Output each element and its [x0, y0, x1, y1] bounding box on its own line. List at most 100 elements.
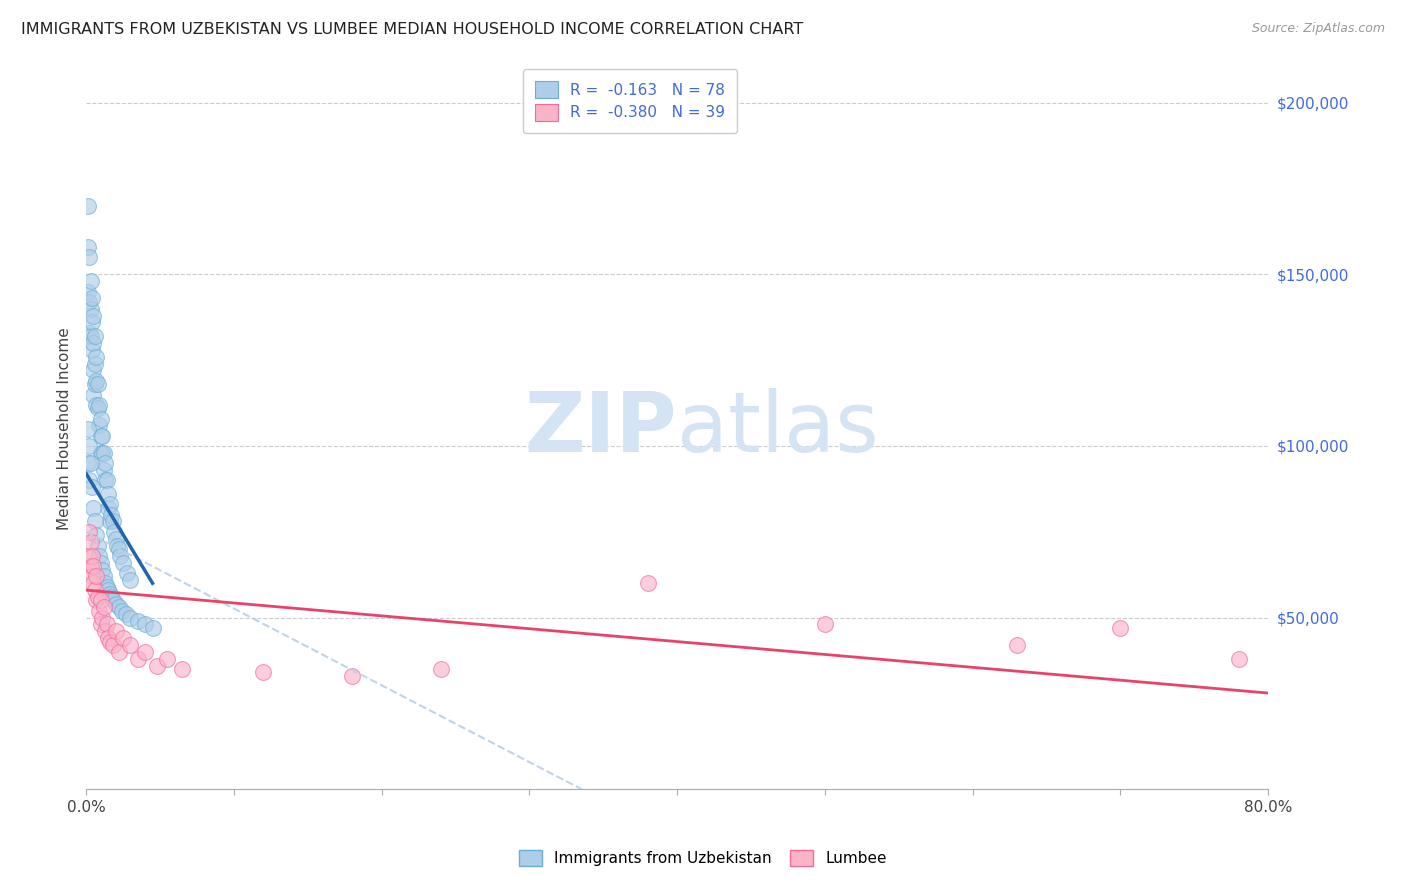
- Point: [79, 329, 101, 343]
- Point: [80, 480, 103, 494]
- Point: [146, 658, 169, 673]
- Y-axis label: Median Household Income: Median Household Income: [58, 327, 72, 530]
- Point: [98, 515, 121, 529]
- Legend: R =  -0.163   N = 78, R =  -0.380   N = 39: R = -0.163 N = 78, R = -0.380 N = 39: [523, 69, 737, 133]
- Point: [79, 559, 101, 574]
- Point: [429, 662, 451, 676]
- Point: [105, 539, 128, 553]
- Point: [93, 600, 115, 615]
- Point: [80, 315, 103, 329]
- Point: [156, 652, 179, 666]
- Point: [252, 665, 274, 680]
- Point: [98, 634, 121, 648]
- Text: ZIP: ZIP: [524, 388, 678, 469]
- Point: [100, 590, 122, 604]
- Point: [172, 662, 194, 676]
- Point: [87, 377, 110, 392]
- Point: [90, 446, 112, 460]
- Point: [89, 418, 111, 433]
- Point: [90, 556, 112, 570]
- Point: [107, 645, 129, 659]
- Point: [97, 500, 120, 515]
- Point: [107, 600, 129, 615]
- Point: [96, 473, 118, 487]
- Point: [1005, 638, 1028, 652]
- Point: [79, 456, 101, 470]
- Point: [82, 309, 104, 323]
- Point: [82, 363, 104, 377]
- Point: [84, 329, 107, 343]
- Point: [91, 428, 114, 442]
- Point: [93, 569, 115, 583]
- Point: [82, 387, 104, 401]
- Point: [77, 326, 100, 340]
- Point: [94, 456, 117, 470]
- Point: [77, 250, 100, 264]
- Point: [97, 631, 120, 645]
- Point: [82, 500, 104, 515]
- Point: [94, 624, 117, 639]
- Point: [107, 541, 129, 556]
- Point: [80, 569, 103, 583]
- Point: [115, 607, 138, 621]
- Point: [104, 624, 127, 639]
- Point: [98, 497, 121, 511]
- Point: [76, 240, 98, 254]
- Point: [77, 524, 100, 539]
- Point: [117, 566, 139, 580]
- Point: [86, 398, 108, 412]
- Point: [87, 590, 110, 604]
- Point: [91, 610, 114, 624]
- Point: [77, 473, 100, 487]
- Point: [80, 343, 103, 357]
- Point: [76, 199, 98, 213]
- Point: [87, 401, 110, 416]
- Point: [91, 562, 114, 576]
- Point: [77, 294, 100, 309]
- Point: [76, 285, 98, 299]
- Point: [76, 549, 98, 563]
- Point: [103, 524, 125, 539]
- Point: [814, 617, 837, 632]
- Point: [108, 549, 131, 563]
- Point: [86, 350, 108, 364]
- Point: [89, 549, 111, 563]
- Point: [79, 535, 101, 549]
- Point: [93, 463, 115, 477]
- Point: [134, 645, 156, 659]
- Point: [87, 539, 110, 553]
- Point: [84, 357, 107, 371]
- Point: [96, 617, 118, 632]
- Point: [79, 301, 101, 316]
- Point: [127, 614, 149, 628]
- Point: [97, 487, 120, 501]
- Point: [104, 597, 127, 611]
- Point: [104, 532, 127, 546]
- Point: [76, 422, 98, 436]
- Point: [89, 604, 111, 618]
- Point: [120, 573, 142, 587]
- Text: Source: ZipAtlas.com: Source: ZipAtlas.com: [1251, 22, 1385, 36]
- Point: [90, 428, 112, 442]
- Point: [1109, 621, 1132, 635]
- Point: [84, 583, 107, 598]
- Point: [142, 621, 165, 635]
- Legend: Immigrants from Uzbekistan, Lumbee: Immigrants from Uzbekistan, Lumbee: [512, 842, 894, 873]
- Point: [82, 576, 104, 591]
- Point: [96, 580, 118, 594]
- Point: [80, 549, 103, 563]
- Point: [134, 617, 156, 632]
- Point: [77, 439, 100, 453]
- Point: [94, 576, 117, 591]
- Point: [86, 528, 108, 542]
- Point: [79, 274, 101, 288]
- Point: [120, 638, 142, 652]
- Point: [86, 374, 108, 388]
- Point: [84, 377, 107, 392]
- Point: [89, 398, 111, 412]
- Point: [94, 473, 117, 487]
- Text: IMMIGRANTS FROM UZBEKISTAN VS LUMBEE MEDIAN HOUSEHOLD INCOME CORRELATION CHART: IMMIGRANTS FROM UZBEKISTAN VS LUMBEE MED…: [21, 22, 803, 37]
- Point: [101, 638, 124, 652]
- Point: [90, 617, 112, 632]
- Point: [76, 456, 98, 470]
